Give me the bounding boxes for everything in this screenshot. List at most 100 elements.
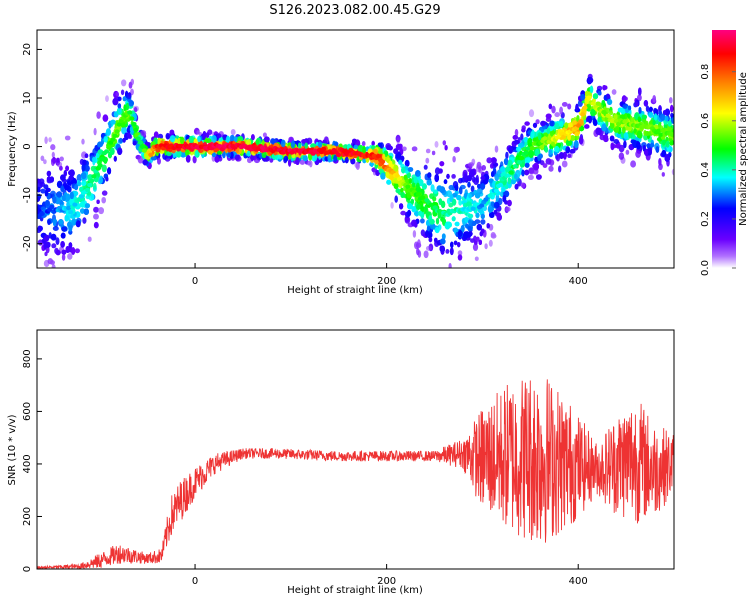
heatmap-cell <box>421 183 427 190</box>
heatmap-cell <box>59 156 64 162</box>
heatmap-cell <box>649 142 655 148</box>
heatmap-cell <box>97 163 103 168</box>
heatmap-cell <box>626 113 631 119</box>
heatmap-cell <box>611 89 617 95</box>
heatmap-cell <box>486 157 493 164</box>
heatmap-cell <box>499 191 504 197</box>
heatmap-cell <box>435 217 440 225</box>
heatmap-cell <box>407 209 412 217</box>
heatmap-cell <box>638 107 642 115</box>
heatmap-cell <box>403 174 408 180</box>
heatmap-cell <box>117 149 122 155</box>
heatmap-cell <box>480 219 486 225</box>
heatmap-cells <box>37 73 674 268</box>
heatmap-cell <box>61 249 67 255</box>
heatmap-cell <box>452 156 456 163</box>
heatmap-cell <box>56 157 60 163</box>
heatmap-cell <box>528 149 534 158</box>
heatmap-cell <box>60 241 65 248</box>
heatmap-cell <box>344 156 349 164</box>
heatmap-cell <box>524 121 530 126</box>
heatmap-cell <box>188 135 194 144</box>
heatmap-cell <box>80 208 85 214</box>
heatmap-cell <box>194 150 199 158</box>
heatmap-cell <box>457 250 463 256</box>
heatmap-cell <box>131 122 137 127</box>
heatmap-cell <box>118 137 123 143</box>
heatmap-cell <box>297 142 302 149</box>
heatmap-cell <box>520 182 526 188</box>
heatmap-cell <box>476 223 482 231</box>
heatmap-cell <box>475 174 479 183</box>
heatmap-cell <box>121 126 128 135</box>
heatmap-cell <box>534 148 540 156</box>
heatmap-cell <box>290 140 296 149</box>
heatmap-cell <box>584 90 590 97</box>
heatmap-cell <box>659 113 666 121</box>
heatmap-cell <box>51 264 56 268</box>
heatmap-cell <box>601 123 607 132</box>
heatmap-cell <box>83 208 90 215</box>
heatmap-cell <box>50 233 57 241</box>
heatmap-cell <box>507 159 513 167</box>
heatmap-cell <box>114 129 120 134</box>
heatmap-cell <box>425 245 432 251</box>
heatmap-cell <box>229 134 235 143</box>
heatmap-cell <box>474 192 481 199</box>
heatmap-cell <box>630 160 636 168</box>
heatmap-cell <box>519 155 525 161</box>
heatmap-cell <box>515 155 521 161</box>
heatmap-cell <box>407 167 414 172</box>
heatmap-cell <box>288 158 292 167</box>
heatmap-cell <box>671 117 674 124</box>
heatmap-cell <box>87 236 92 242</box>
heatmap-cell <box>517 160 523 165</box>
heatmap-cell <box>139 144 145 149</box>
heatmap-cell <box>415 170 421 177</box>
heatmap-cell <box>486 223 490 229</box>
heatmap-cell <box>68 175 74 181</box>
heatmap-cell <box>112 97 119 106</box>
heatmap-cell <box>179 136 185 145</box>
heatmap-cell <box>93 127 97 136</box>
colorbar-tick-label: 0.4 <box>700 162 711 178</box>
heatmap-cell <box>59 219 63 225</box>
heatmap-cell <box>55 237 60 246</box>
y-tick-label: 600 <box>22 402 33 421</box>
snr-ylabel: SNR (10 * v/v) <box>7 414 18 485</box>
heatmap-cell <box>87 182 93 188</box>
heatmap-cell <box>467 226 472 232</box>
heatmap-cell <box>474 256 479 262</box>
heatmap-cell <box>487 193 493 198</box>
heatmap-cell <box>488 206 494 212</box>
heatmap-cell <box>648 106 653 112</box>
heatmap-cell <box>46 170 52 177</box>
heatmap-cell <box>670 104 674 113</box>
heatmap-cell <box>505 206 511 212</box>
heatmap-cell <box>185 155 191 163</box>
heatmap-cell <box>40 155 45 162</box>
heatmap-cell <box>559 106 563 115</box>
heatmap-cell <box>79 186 84 192</box>
heatmap-cell <box>49 176 54 183</box>
heatmap-cell <box>595 127 602 135</box>
heatmap-cell <box>457 230 463 237</box>
heatmap-cell <box>417 250 422 258</box>
colorbar: 0.00.20.40.60.8 Normalized spectral ampl… <box>700 30 749 276</box>
heatmap-cell <box>420 204 424 213</box>
heatmap-cell <box>669 97 673 104</box>
heatmap-cell <box>584 124 590 129</box>
heatmap-cell <box>233 136 238 142</box>
heatmap-cell <box>404 159 410 167</box>
heatmap-cell <box>468 162 474 168</box>
heatmap-cell <box>426 179 432 186</box>
heatmap-cell <box>396 137 400 145</box>
heatmap-cell <box>505 151 509 160</box>
heatmap-cell <box>51 157 58 163</box>
heatmap-cell <box>425 157 430 164</box>
heatmap-cell <box>548 165 554 172</box>
heatmap-cell <box>501 186 506 192</box>
heatmap-cell <box>592 117 597 126</box>
heatmap-cell <box>52 218 57 224</box>
heatmap-cell <box>357 144 364 153</box>
